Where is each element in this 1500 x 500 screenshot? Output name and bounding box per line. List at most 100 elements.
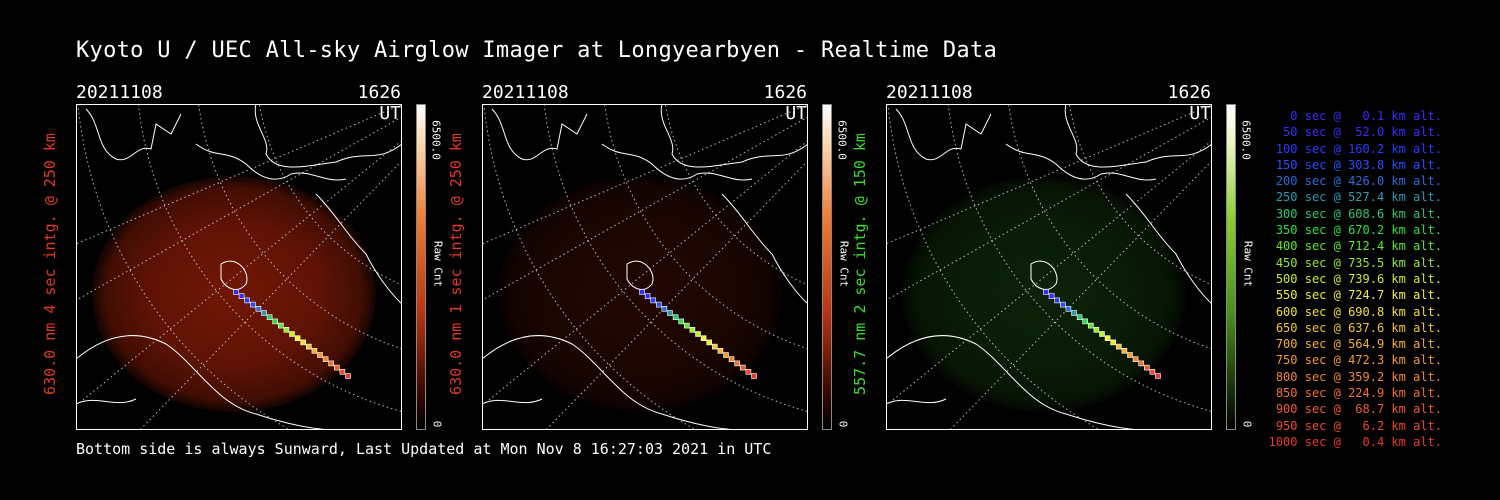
panel-time: 1626 UT [357,82,401,124]
panel-date: 20211108 [76,82,163,103]
legend-entry: 900 sec @ 68.7 km alt. [1275,402,1442,417]
legend-entry: 850 sec @ 224.9 km alt. [1275,386,1442,401]
legend-entry: 200 sec @ 426.0 km alt. [1275,174,1442,189]
trajectory-point [333,364,340,371]
trajectory-point [261,310,267,316]
trajectory-point [283,327,290,333]
trajectory-point [644,293,651,299]
trajectory-point [272,318,278,325]
colorbar [822,104,832,430]
legend-entry: 400 sec @ 712.4 km alt. [1275,239,1442,254]
legend-entry: 100 sec @ 160.2 km alt. [1275,141,1442,156]
trajectory-point [700,335,707,341]
legend-entry: 300 sec @ 608.6 km alt. [1275,206,1442,221]
trajectory-point [695,331,701,337]
trajectory-point [661,306,668,312]
trajectory-point [751,373,757,379]
trajectory-point [717,348,724,354]
allsky-image [886,104,1212,430]
trajectory-point [266,314,273,320]
trajectory-point [734,360,740,367]
trajectory-legend: 0 sec @ 0.1 km alt. 50 sec @ 52.0 km alt.… [1262,108,1442,450]
trajectory-point [1071,310,1077,316]
allsky-image [76,104,402,430]
trajectory-point [345,373,351,379]
trajectory-point [689,327,696,333]
airglow-panel-3: 20211108 1626 UT 557.7 nm 2 sec intg. @ 15… [851,80,1296,430]
colorbar-unit: Raw Cnt [431,240,445,288]
airglow-panel-1: 20211108 1626 UT 630.0 nm 4 sec intg. @ 25… [41,80,486,430]
trajectory-point [745,368,752,375]
trajectory-point [678,318,684,325]
legend-entry: 250 sec @ 527.4 km alt. [1275,190,1442,205]
trajectory-point [672,314,679,320]
trajectory-point [1143,364,1150,371]
allsky-image [482,104,808,430]
legend-entry: 450 sec @ 735.5 km alt. [1275,255,1442,270]
trajectory-point [300,339,306,346]
trajectory-point [306,343,312,350]
trajectory-point [656,301,662,308]
footer-status: Bottom side is always Sunward, Last Upda… [76,440,772,458]
trajectory-point [233,289,239,295]
legend-entry: 750 sec @ 472.3 km alt. [1275,353,1442,368]
trajectory-point [723,352,729,358]
panel-ylabel: 630.0 nm 4 sec intg. @ 250 km [41,133,59,395]
colorbar-min: 0 [836,420,850,428]
legend-entry: 650 sec @ 637.6 km alt. [1275,320,1442,335]
trajectory-point [255,306,262,312]
colorbar-min: 0 [1240,420,1254,428]
trajectory-point [667,310,673,316]
panel-time: 1626 UT [1167,82,1211,124]
trajectory-point [1149,368,1156,375]
airglow-panel-2: 20211108 1626 UT 630.0 nm 1 sec intg. @ 25… [447,80,892,430]
trajectory-point [1116,343,1122,350]
trajectory-point [1127,352,1133,358]
trajectory-point [1138,360,1144,367]
trajectory-point [1076,314,1083,320]
trajectory-point [238,293,245,299]
trajectory-point [311,348,318,354]
trajectory-point [1060,301,1066,308]
trajectory-point [1048,293,1055,299]
trajectory-point [1054,297,1060,304]
legend-entry: 50 sec @ 52.0 km alt. [1283,125,1442,140]
trajectory-point [244,297,250,304]
trajectory-point [1065,306,1072,312]
legend-entry: 1000 sec @ 0.4 km alt. [1268,434,1442,449]
legend-entry: 700 sec @ 564.9 km alt. [1275,337,1442,352]
trajectory-point [712,343,718,350]
panel-time: 1626 UT [763,82,807,124]
legend-entry: 0 sec @ 0.1 km alt. [1290,109,1442,123]
trajectory-point [684,322,690,329]
panel-date: 20211108 [482,82,569,103]
trajectory-point [1099,331,1105,337]
trajectory-point [650,297,656,304]
trajectory-point [1155,373,1161,379]
legend-entry: 500 sec @ 739.6 km alt. [1275,271,1442,286]
colorbar [1226,104,1236,430]
panel-ylabel: 630.0 nm 1 sec intg. @ 250 km [447,133,465,395]
panel-ylabel: 557.7 nm 2 sec intg. @ 150 km [851,133,869,395]
legend-entry: 350 sec @ 670.2 km alt. [1275,223,1442,238]
colorbar-unit: Raw Cnt [1241,240,1255,288]
trajectory-point [739,364,746,371]
trajectory-point [339,368,346,375]
trajectory-point [706,339,712,346]
trajectory-point [328,360,334,367]
colorbar-max: 6500.0 [835,120,849,160]
trajectory-point [1043,289,1049,295]
trajectory-point [639,289,645,295]
trajectory-point [1132,356,1139,362]
trajectory-point [289,331,295,337]
legend-entry: 550 sec @ 724.7 km alt. [1275,288,1442,303]
colorbar-max: 6500.0 [429,120,443,160]
colorbar-unit: Raw Cnt [837,240,851,288]
trajectory-point [278,322,284,329]
trajectory-point [1121,348,1128,354]
legend-entry: 950 sec @ 6.2 km alt. [1275,418,1442,433]
colorbar-min: 0 [430,420,444,428]
trajectory-point [1104,335,1111,341]
trajectory-point [728,356,735,362]
trajectory-point [1088,322,1094,329]
